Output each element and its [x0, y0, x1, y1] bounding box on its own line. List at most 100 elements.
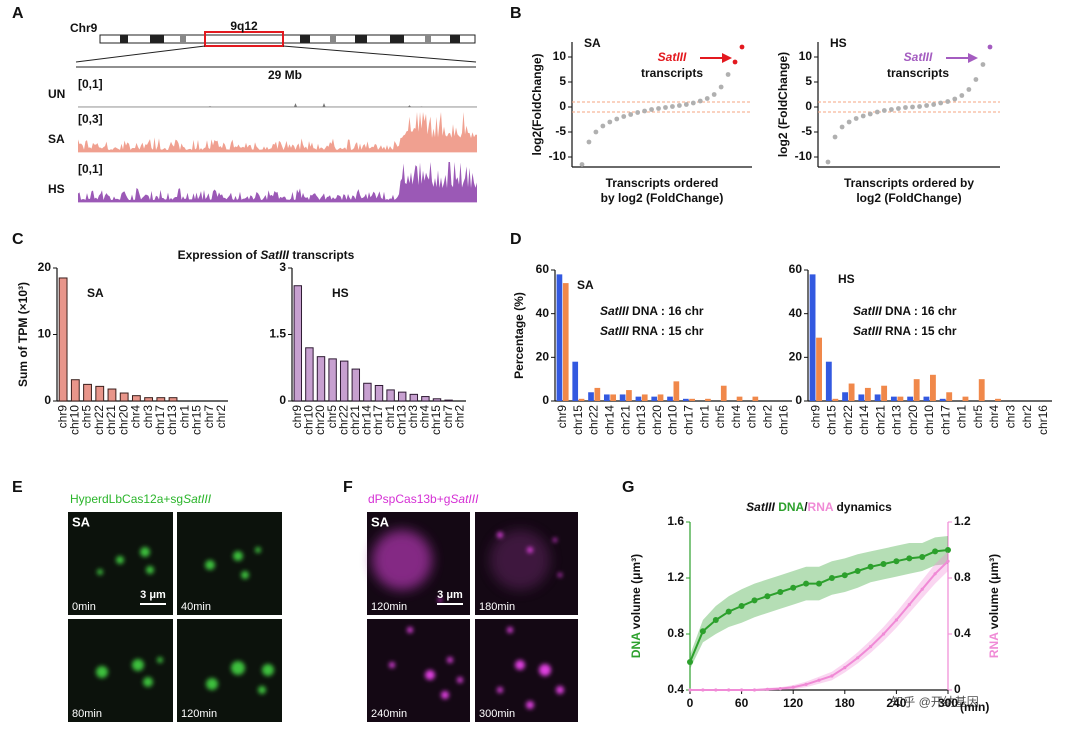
- text-part: DNA : 16 chr: [882, 304, 957, 318]
- bar: [874, 394, 881, 401]
- bar: [864, 387, 871, 401]
- y-tick-label: 60: [789, 262, 803, 276]
- y-axis-label: DNA volume (μm³): [629, 554, 643, 658]
- shape: [97, 569, 103, 575]
- bar: [119, 392, 129, 402]
- point: [896, 106, 901, 111]
- y-tick-label: 10: [553, 49, 567, 63]
- point: [579, 162, 585, 167]
- x-tick-label: chr13: [394, 405, 408, 435]
- shape: [407, 627, 413, 633]
- bar: [641, 394, 648, 401]
- x-tick-label: chr15: [429, 405, 443, 435]
- bar: [720, 385, 727, 401]
- x-tick-label: chr16: [1036, 405, 1050, 435]
- track-range: [0,1]: [78, 162, 103, 176]
- point: [628, 112, 634, 117]
- chart-title: HS: [838, 272, 855, 286]
- condition: SA: [371, 514, 390, 529]
- zoom-line: [75, 45, 206, 63]
- point: [881, 632, 886, 636]
- x-tick-label: chr15: [571, 405, 585, 435]
- point: [739, 44, 745, 50]
- point: [778, 687, 782, 691]
- x-tick-label: 60: [735, 696, 749, 710]
- shape: [157, 657, 163, 663]
- panel-f-label: dPspCas13b+gSatIII: [368, 492, 479, 506]
- bar: [752, 396, 759, 401]
- point: [867, 563, 874, 570]
- legend-entry: SatIII RNA : 15 chr: [853, 324, 957, 338]
- x-tick-label: chr20: [313, 405, 327, 435]
- point: [727, 688, 731, 692]
- shape: [206, 678, 218, 690]
- bar: [293, 285, 303, 402]
- y-tick-label: 1.6: [667, 514, 684, 528]
- x-tick-label: chr5: [80, 405, 94, 429]
- point: [593, 129, 599, 135]
- shape: [231, 661, 245, 675]
- chart-title: SA: [584, 36, 601, 50]
- bar: [305, 347, 314, 402]
- point: [919, 554, 926, 560]
- x-tick-label: chr1: [955, 405, 969, 429]
- bar: [923, 396, 930, 401]
- y2-tick-label: 0.8: [954, 570, 971, 584]
- foci: [96, 547, 274, 694]
- bar: [107, 388, 117, 402]
- y-axis-label: log2(FoldChange): [530, 54, 544, 156]
- track-range: [0,3]: [78, 112, 103, 126]
- point: [856, 656, 860, 660]
- shape: [255, 547, 261, 553]
- point: [607, 119, 613, 125]
- point: [906, 555, 913, 562]
- point: [683, 102, 689, 107]
- ideogram: [75, 31, 477, 68]
- point: [874, 109, 880, 115]
- chart-title: HS: [830, 36, 847, 50]
- point: [938, 100, 944, 106]
- shape: [553, 538, 557, 542]
- band: [390, 35, 404, 43]
- y-axis-label-part: volume (μm³): [629, 554, 643, 633]
- bar: [651, 396, 658, 401]
- point: [663, 105, 668, 110]
- y-tick-label: 60: [536, 262, 550, 276]
- shape: [556, 686, 564, 694]
- x-tick-label: chr20: [906, 405, 920, 435]
- x-tick-label: chr14: [602, 405, 616, 435]
- bar: [635, 396, 642, 401]
- bar: [610, 394, 616, 401]
- band: [120, 35, 128, 43]
- bar: [578, 398, 585, 401]
- point: [843, 666, 847, 670]
- y-tick-label: 5: [559, 74, 566, 88]
- point: [649, 107, 654, 112]
- x-tick-label: chr22: [92, 405, 106, 435]
- x-tick-label: chr10: [666, 405, 680, 435]
- bar: [83, 383, 92, 402]
- point: [765, 687, 770, 691]
- point: [656, 106, 661, 111]
- point: [832, 134, 838, 140]
- bar: [689, 398, 695, 401]
- point: [933, 572, 937, 576]
- x-tick-label: chr21: [348, 405, 362, 435]
- bar: [825, 361, 832, 401]
- y-tick-label: -5: [555, 124, 566, 138]
- shape: [527, 547, 533, 553]
- point: [621, 114, 627, 119]
- x-tick-label: chr22: [841, 405, 855, 435]
- point: [825, 159, 831, 165]
- text-part: SatIII: [853, 324, 882, 338]
- bar: [995, 398, 1001, 401]
- x-tick-label: chr17: [153, 405, 167, 435]
- span-label: 29 Mb: [268, 68, 302, 82]
- y-tick-label: -5: [801, 124, 812, 138]
- x-tick-label: chr13: [890, 405, 904, 435]
- point: [907, 603, 911, 607]
- bar: [386, 389, 395, 402]
- point: [894, 618, 899, 622]
- timepoint: 240min: [371, 708, 407, 720]
